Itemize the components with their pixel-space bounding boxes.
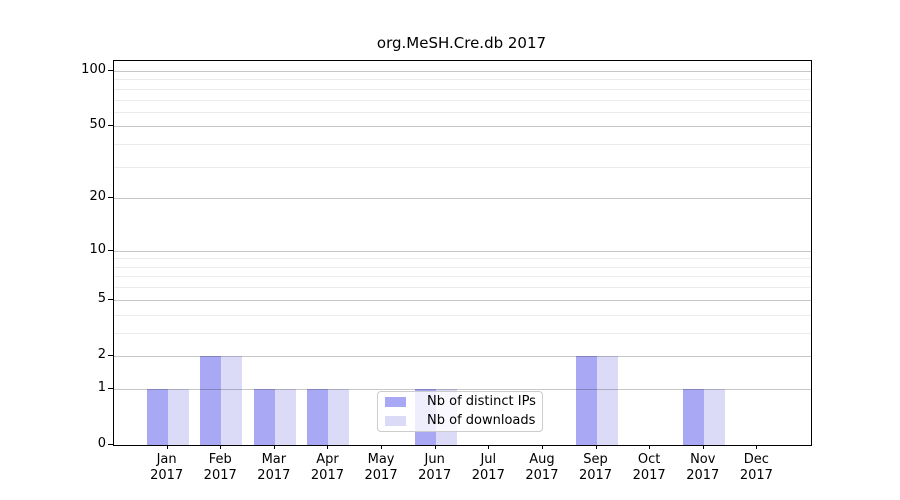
y-tick-label-20: 20 xyxy=(89,189,106,205)
y-tick-label-2: 2 xyxy=(97,346,106,362)
bar-downloads-mar xyxy=(274,388,296,445)
legend-row-distinct-ips: Nb of distinct IPs xyxy=(378,394,542,410)
x-tick-month: Aug xyxy=(529,452,555,467)
x-tick-year: 2017 xyxy=(257,468,291,483)
x-tick-month: Sep xyxy=(583,452,608,467)
x-tick-may xyxy=(381,445,383,449)
y-tick-label-5: 5 xyxy=(97,290,106,306)
y-tick-label-100: 100 xyxy=(81,61,106,77)
x-tick-year: 2017 xyxy=(310,468,344,483)
y-tick-label-10: 10 xyxy=(89,241,106,257)
x-tick-month: Jun xyxy=(424,452,445,467)
bar-distinct-ips-feb xyxy=(200,355,222,445)
x-tick-month: Mar xyxy=(261,452,287,467)
x-tick-year: 2017 xyxy=(203,468,237,483)
x-tick-label-jul: Jul 2017 xyxy=(462,452,514,484)
x-tick-dec xyxy=(756,445,758,449)
x-tick-month: May xyxy=(367,452,395,467)
x-tick-month: Jul xyxy=(480,452,497,467)
x-tick-year: 2017 xyxy=(150,468,184,483)
x-tick-label-nov: Nov 2017 xyxy=(677,452,729,484)
x-tick-month: Oct xyxy=(637,452,661,467)
x-tick-month: Feb xyxy=(208,452,232,467)
x-tick-apr xyxy=(327,445,329,449)
x-tick-oct xyxy=(649,445,651,449)
legend-row-downloads: Nb of downloads xyxy=(378,413,542,429)
x-tick-jun xyxy=(434,445,436,449)
legend-swatch-distinct-ips xyxy=(385,397,406,407)
y-tick-1 xyxy=(108,387,113,389)
x-tick-mar xyxy=(273,445,275,449)
x-tick-year: 2017 xyxy=(632,468,666,483)
y-tick-2 xyxy=(108,354,113,356)
x-tick-month: Nov xyxy=(690,452,716,467)
x-tick-jan xyxy=(166,445,168,449)
bar-distinct-ips-sep xyxy=(575,355,597,445)
x-tick-year: 2017 xyxy=(525,468,559,483)
chart-title: org.MeSH.Cre.db 2017 xyxy=(376,34,547,52)
x-tick-year: 2017 xyxy=(686,468,720,483)
x-tick-label-may: May 2017 xyxy=(355,452,407,484)
x-tick-year: 2017 xyxy=(471,468,505,483)
y-tick-5 xyxy=(108,298,113,300)
x-tick-year: 2017 xyxy=(578,468,613,483)
bar-distinct-ips-nov xyxy=(682,388,704,445)
x-tick-label-apr: Apr 2017 xyxy=(301,452,353,484)
bar-distinct-ips-apr xyxy=(307,388,329,445)
x-tick-label-jun: Jun 2017 xyxy=(409,452,461,484)
bar-downloads-apr xyxy=(328,388,350,445)
x-tick-sep xyxy=(595,445,597,449)
bars-layer xyxy=(114,61,811,445)
y-tick-label-50: 50 xyxy=(89,117,106,133)
legend: Nb of distinct IPs Nb of downloads xyxy=(377,391,543,432)
y-tick-label-0: 0 xyxy=(97,436,106,451)
plot-area xyxy=(113,60,812,446)
x-tick-feb xyxy=(220,445,222,449)
x-tick-year: 2017 xyxy=(418,468,452,483)
y-tick-label-1: 1 xyxy=(97,379,106,395)
legend-label-distinct-ips: Nb of distinct IPs xyxy=(427,394,536,409)
x-tick-month: Jan xyxy=(156,452,177,467)
x-tick-jul xyxy=(488,445,490,449)
bar-downloads-sep xyxy=(596,355,618,445)
x-tick-aug xyxy=(541,445,543,449)
y-tick-50 xyxy=(108,125,113,127)
legend-label-downloads: Nb of downloads xyxy=(427,413,536,428)
bar-distinct-ips-jan xyxy=(146,388,168,445)
bar-distinct-ips-mar xyxy=(253,388,275,445)
y-tick-20 xyxy=(108,197,113,199)
x-tick-label-mar: Mar 2017 xyxy=(248,452,300,484)
x-tick-label-aug: Aug 2017 xyxy=(516,452,568,484)
x-tick-label-sep: Sep 2017 xyxy=(570,452,622,484)
x-tick-label-feb: Feb 2017 xyxy=(194,452,246,484)
bar-downloads-jan xyxy=(167,388,189,445)
x-tick-label-jan: Jan 2017 xyxy=(141,452,193,484)
x-tick-nov xyxy=(702,445,704,449)
y-tick-100 xyxy=(108,69,113,71)
legend-swatch-downloads xyxy=(385,416,406,426)
x-tick-label-oct: Oct 2017 xyxy=(623,452,675,484)
y-tick-10 xyxy=(108,249,113,251)
x-tick-month: Apr xyxy=(316,452,339,467)
x-tick-month: Dec xyxy=(743,452,769,467)
x-tick-year: 2017 xyxy=(364,468,398,483)
x-tick-label-dec: Dec 2017 xyxy=(730,452,782,484)
x-tick-year: 2017 xyxy=(739,468,773,483)
bar-downloads-feb xyxy=(221,355,243,445)
y-tick-0 xyxy=(108,444,113,445)
bar-downloads-nov xyxy=(703,388,725,445)
